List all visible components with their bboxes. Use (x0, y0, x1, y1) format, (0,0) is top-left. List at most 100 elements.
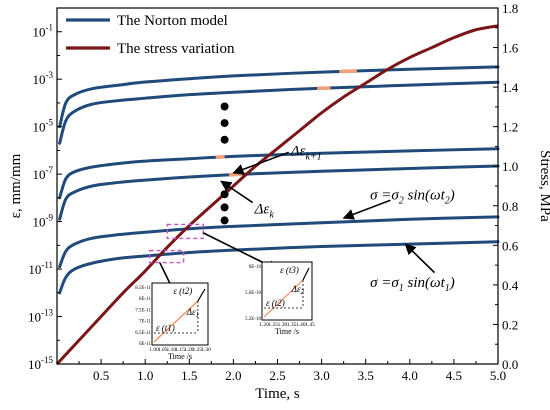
ellipsis-dot (220, 190, 229, 199)
zoom-box-2 (166, 223, 204, 240)
inset-y-tick-label: 6.5E-11 (135, 331, 151, 336)
sigma2-arrow (342, 199, 391, 220)
increment-highlight-4 (339, 69, 357, 74)
inset-x-tick-label: 1.05 (158, 347, 168, 353)
delta-eps-k-label: Δεk (254, 202, 275, 221)
inset-x-tick-label: 1.25 (268, 322, 278, 328)
norton-curve-5 (58, 80, 500, 145)
sigma2-label: σ =σ2 sin(ωt2) (370, 187, 455, 206)
inset-x-tick-label: 1.30 (278, 322, 288, 328)
inset-x-tick-label: 1.35 (287, 322, 297, 328)
legend-label-1: The Norton model (117, 13, 228, 29)
series-layer (55, 24, 500, 366)
left-tick-label: 10-11 (28, 260, 53, 277)
ellipsis-dot (220, 203, 229, 212)
x-tick-label: 4.0 (402, 368, 418, 383)
inset-frame (151, 282, 209, 346)
left-tick-label: 10-13 (28, 308, 53, 325)
right-tick-label: 0.0 (502, 357, 518, 372)
left-tick-label: 10-9 (33, 213, 54, 230)
stress-curve (55, 24, 499, 366)
inset-x-label: Time /s (275, 327, 299, 336)
increment-highlight-1 (228, 172, 243, 177)
delta-eps-k1-label: Δεk+1 (290, 143, 322, 162)
left-tick-label: 10-3 (33, 70, 54, 87)
axis-layer: 0.5 1.0 1.5 2.0 2.5 3.0 3.5 4.0 4.5 5.0 Time, s 10-… (8, 1, 550, 402)
legend: The Norton model The stress variation (66, 13, 235, 57)
inset-y-tick-label: 5.2E-10 (245, 317, 261, 322)
left-tick-label: 10-15 (28, 355, 53, 372)
sigma1-arrow (404, 243, 436, 274)
zoom-box-1 (148, 249, 185, 264)
inset-y-tick-label: 7.5E-11 (135, 308, 151, 313)
left-axis-label: ε, mm/mm (8, 153, 24, 218)
left-tick-label: 10-5 (33, 118, 54, 135)
right-tick-label: 1.0 (502, 159, 518, 174)
x-tick-label: 5.0 (490, 368, 506, 383)
right-tick-label: 1.6 (502, 41, 519, 56)
inset-x-tick-label: 1.10 (167, 347, 177, 353)
inset-bottom-label: ε (t2) (266, 298, 285, 308)
right-tick-label: 1.4 (502, 80, 519, 95)
right-tick-label: 0.6 (502, 238, 519, 253)
delta-eps-k1-arrow (232, 151, 290, 175)
right-tick-label: 1.2 (502, 120, 518, 135)
right-tick-label: 0.4 (502, 278, 519, 293)
inset-1: 1.00 1.05 1.10 1.15 1.20 1.25 1.30 6E-11 6.5E-11… (135, 282, 211, 361)
inset-bottom-label: ε (t1) (156, 323, 175, 333)
annotation-layer: Δεk+1 Δεk σ =σ2 sin(ωt2) σ =σ1 sin(ωt1) (148, 102, 455, 302)
inset-curve-tail (302, 267, 310, 281)
norton-curve-4 (58, 147, 500, 200)
inset-layer: 1.00 1.05 1.10 1.15 1.20 1.25 1.306E-116.5E-11… (135, 261, 315, 361)
inset-x-tick-label: 1.20 (184, 347, 194, 353)
inset-2: 1.20 1.25 1.30 1.35 1.40 1.45 5.2E-10 5.6E-10 6E… (245, 261, 315, 336)
norton-curve-6 (58, 65, 500, 129)
x-tick-label: 1.0 (137, 368, 153, 383)
ellipsis-dot (220, 119, 229, 128)
increment-highlight-3 (317, 86, 331, 91)
inset-y-tick-label: 6E-10 (249, 265, 262, 270)
x-tick-label: 3.0 (313, 368, 329, 383)
right-axis-label: Stress, MPa (537, 150, 550, 222)
right-tick-label: 1.8 (502, 1, 518, 16)
inset-delta-label: Δε2 (291, 284, 305, 296)
delta-eps-k-arrow (220, 180, 254, 204)
inset-curve (263, 279, 304, 318)
x-tick-label: 3.5 (358, 368, 374, 383)
ellipsis-dot (220, 102, 229, 111)
inset-x-label: Time /s (168, 352, 192, 361)
norton-curve-2 (58, 215, 500, 269)
inset-top-label: ε (t2) (173, 286, 192, 296)
norton-curve-3 (58, 164, 500, 221)
x-tick-label: 2.5 (269, 368, 285, 383)
x-axis-label: Time, s (255, 386, 300, 402)
inset-y-tick-label: 8E-11 (139, 297, 152, 302)
x-tick-label: 2.0 (225, 368, 241, 383)
x-tick-label: 0.5 (93, 368, 109, 383)
ellipsis-dot (220, 216, 229, 225)
x-tick-label: 1.5 (181, 368, 197, 383)
ellipsis-dot (220, 135, 229, 144)
legend-label-2: The stress variation (117, 41, 235, 57)
inset-delta-label: Δε1 (186, 307, 199, 319)
norton-curve-1 (58, 240, 500, 295)
inset-x-tick-label: 1.00 (149, 347, 159, 353)
inset-top-label: ε (t3) (280, 265, 299, 275)
sigma1-label: σ =σ1 sin(ωt1) (370, 275, 455, 294)
right-tick-label: 0.2 (502, 317, 518, 332)
inset-x-tick-label: 1.20 (259, 322, 269, 328)
inset-curve-tail (197, 288, 206, 302)
inset-y-tick-label: 6E-11 (139, 342, 152, 347)
inset-x-tick-label: 1.15 (175, 347, 185, 353)
inset-x-tick-label: 1.30 (201, 347, 211, 353)
x-tick-label: 4.5 (446, 368, 462, 383)
right-tick-label: 0.8 (502, 199, 518, 214)
inset-y-tick-label: 5.6E-10 (245, 291, 261, 296)
left-tick-label: 10-1 (33, 23, 54, 40)
inset-y-tick-label: 7E-11 (139, 320, 152, 325)
left-tick-label: 10-7 (33, 165, 54, 182)
inset-y-tick-label: 8.5E-11 (135, 286, 151, 291)
inset-curve (153, 300, 199, 343)
inset-x-tick-label: 1.25 (193, 347, 203, 353)
